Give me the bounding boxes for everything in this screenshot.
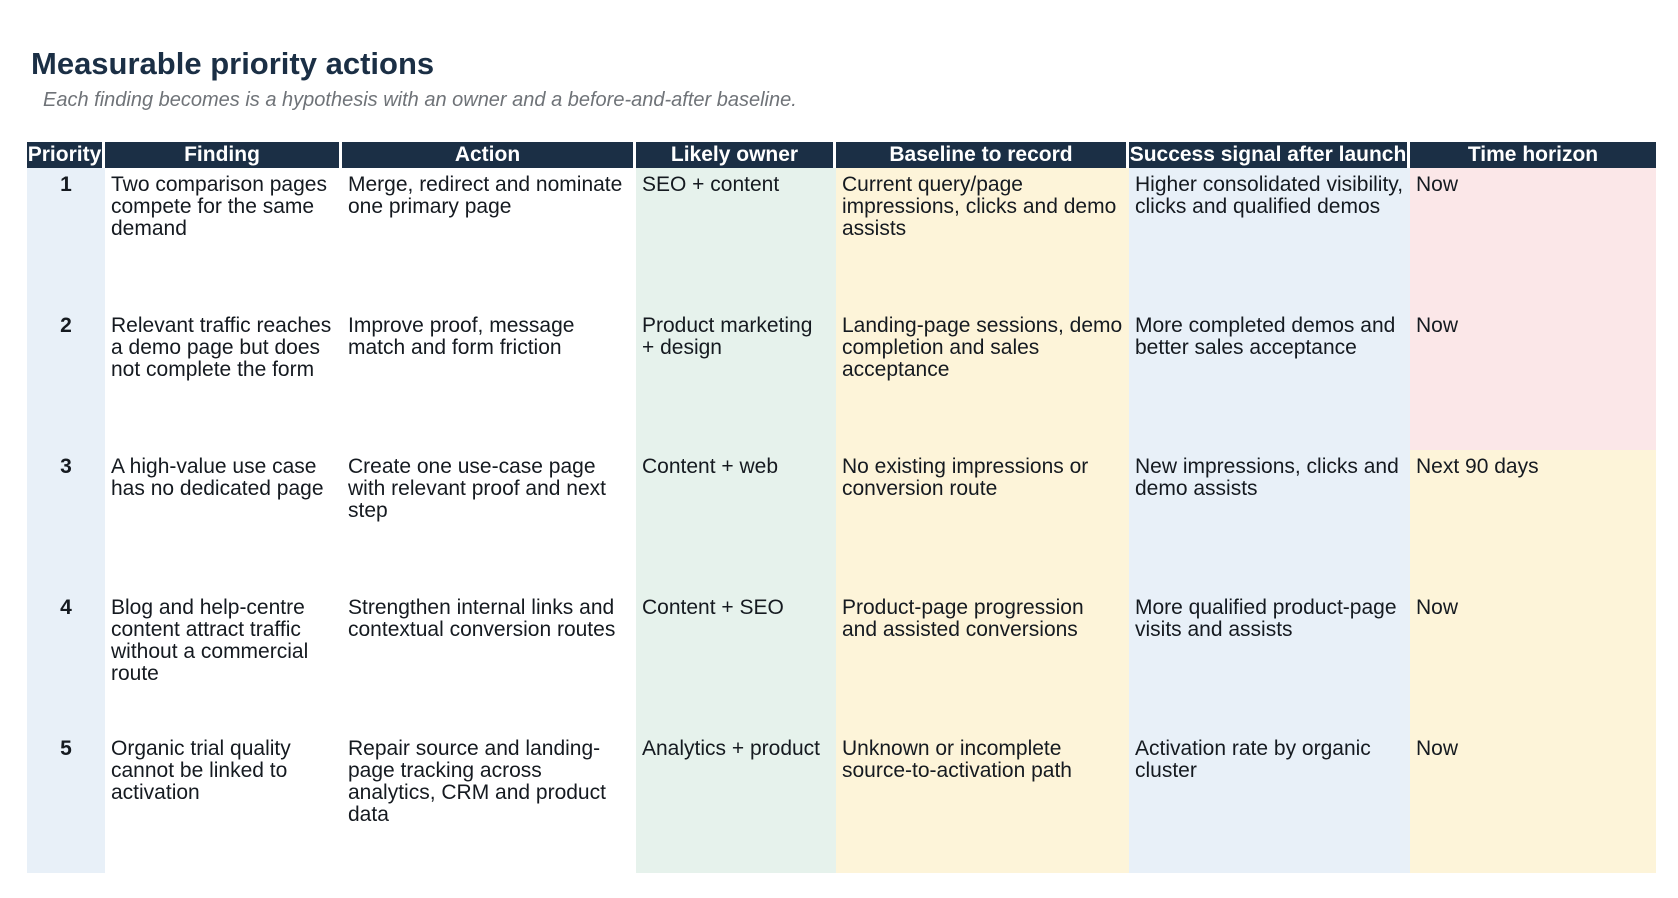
header-row: Priority Finding Action Likely owner Bas…	[27, 142, 1656, 168]
action-cell: Strengthen internal links and contextual…	[342, 591, 636, 732]
column-header-time-horizon: Time horizon	[1410, 142, 1656, 168]
column-header-baseline: Baseline to record	[836, 142, 1129, 168]
page-subtitle: Each finding becomes is a hypothesis wit…	[43, 89, 797, 111]
success-signal-cell: New impressions, clicks and demo assists	[1129, 450, 1410, 591]
column-header-success-signal: Success signal after launch	[1129, 142, 1410, 168]
time-horizon-cell: Next 90 days	[1410, 450, 1656, 591]
finding-cell: A high-value use case has no dedicated p…	[105, 450, 342, 591]
success-signal-cell: Activation rate by organic cluster	[1129, 732, 1410, 873]
column-header-owner: Likely owner	[636, 142, 836, 168]
baseline-cell: Product-page progression and assisted co…	[836, 591, 1129, 732]
priority-cell: 1	[27, 168, 105, 309]
owner-cell: Content + SEO	[636, 591, 836, 732]
finding-cell: Two comparison pages compete for the sam…	[105, 168, 342, 309]
finding-cell: Blog and help-centre content attract tra…	[105, 591, 342, 732]
success-signal-cell: More completed demos and better sales ac…	[1129, 309, 1410, 450]
table-row: 3 A high-value use case has no dedicated…	[27, 450, 1656, 591]
table-header: Priority Finding Action Likely owner Bas…	[27, 142, 1656, 168]
success-signal-cell: Higher consolidated visibility, clicks a…	[1129, 168, 1410, 309]
finding-cell: Organic trial quality cannot be linked t…	[105, 732, 342, 873]
time-horizon-cell: Now	[1410, 732, 1656, 873]
baseline-cell: Unknown or incomplete source-to-activati…	[836, 732, 1129, 873]
action-cell: Merge, redirect and nominate one primary…	[342, 168, 636, 309]
time-horizon-cell: Now	[1410, 591, 1656, 732]
finding-cell: Relevant traffic reaches a demo page but…	[105, 309, 342, 450]
column-header-finding: Finding	[105, 142, 342, 168]
priority-cell: 4	[27, 591, 105, 732]
owner-cell: Content + web	[636, 450, 836, 591]
owner-cell: Product marketing + design	[636, 309, 836, 450]
baseline-cell: No existing impressions or conversion ro…	[836, 450, 1129, 591]
column-header-action: Action	[342, 142, 636, 168]
table-row: 4 Blog and help-centre content attract t…	[27, 591, 1656, 732]
action-cell: Repair source and landing-page tracking …	[342, 732, 636, 873]
baseline-cell: Landing-page sessions, demo completion a…	[836, 309, 1129, 450]
action-cell: Create one use-case page with relevant p…	[342, 450, 636, 591]
baseline-cell: Current query/page impressions, clicks a…	[836, 168, 1129, 309]
table-row: 5 Organic trial quality cannot be linked…	[27, 732, 1656, 873]
table-body: 1 Two comparison pages compete for the s…	[27, 168, 1656, 873]
owner-cell: SEO + content	[636, 168, 836, 309]
priority-actions-table: Priority Finding Action Likely owner Bas…	[27, 142, 1656, 873]
page-title: Measurable priority actions	[31, 46, 435, 81]
action-cell: Improve proof, message match and form fr…	[342, 309, 636, 450]
time-horizon-cell: Now	[1410, 309, 1656, 450]
priority-cell: 3	[27, 450, 105, 591]
time-horizon-cell: Now	[1410, 168, 1656, 309]
table-row: 2 Relevant traffic reaches a demo page b…	[27, 309, 1656, 450]
priority-cell: 5	[27, 732, 105, 873]
column-header-priority: Priority	[27, 142, 105, 168]
owner-cell: Analytics + product	[636, 732, 836, 873]
success-signal-cell: More qualified product-page visits and a…	[1129, 591, 1410, 732]
table-row: 1 Two comparison pages compete for the s…	[27, 168, 1656, 309]
priority-cell: 2	[27, 309, 105, 450]
